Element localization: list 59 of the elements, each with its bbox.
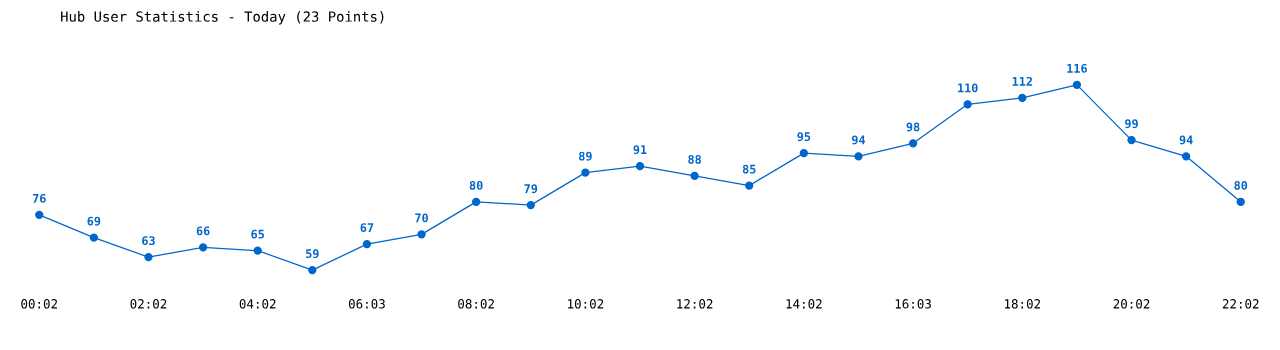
point (144, 252, 153, 262)
data-label: 94 (851, 135, 866, 145)
point (89, 233, 99, 242)
x-tick-label: 22:02 (1222, 299, 1259, 309)
point (198, 243, 208, 252)
point (854, 152, 863, 161)
data-label: 59 (306, 249, 319, 259)
point (253, 246, 262, 255)
x-tick-label: 10:02 (568, 299, 604, 309)
point (635, 161, 645, 171)
data-label: 116 (1067, 63, 1087, 73)
x-tick-label: 12:02 (677, 299, 713, 309)
data-label: 80 (469, 180, 483, 190)
x-tick-label: 06:03 (348, 299, 385, 309)
data-label: 66 (196, 226, 210, 236)
data-label: 79 (524, 184, 538, 194)
data-label: 95 (797, 132, 811, 142)
data-label: 85 (742, 164, 756, 174)
data-label: 76 (32, 193, 46, 203)
point (1018, 93, 1027, 102)
data-label: 91 (633, 145, 647, 155)
data-label: 65 (251, 229, 265, 239)
x-tick-label: 02:02 (130, 299, 167, 309)
data-label: 80 (1234, 180, 1248, 190)
x-tick-label: 04:02 (239, 299, 276, 309)
data-label: 99 (1125, 119, 1138, 129)
data-label: 98 (906, 122, 920, 132)
data-label: 67 (360, 223, 374, 233)
x-tick-label: 00:02 (21, 299, 58, 309)
point (471, 197, 481, 207)
point (1236, 197, 1245, 207)
x-tick-label: 14:02 (786, 299, 822, 309)
point (1127, 135, 1136, 145)
point (690, 171, 699, 181)
point (1072, 80, 1082, 89)
point (308, 265, 317, 275)
point (799, 148, 809, 158)
data-label: 63 (142, 236, 155, 246)
chart-title: Hub User Statistics - Today (23 Points) (61, 11, 384, 25)
data-label: 110 (958, 83, 978, 93)
x-tick-label: 18:02 (1004, 299, 1041, 309)
data-label: 89 (579, 151, 592, 161)
x-tick-label: 16:03 (895, 299, 931, 309)
point (526, 200, 535, 210)
point (362, 239, 372, 249)
point (963, 100, 972, 109)
point (908, 139, 918, 148)
data-label: 112 (1012, 76, 1032, 86)
point (1181, 152, 1191, 161)
data-label: 69 (87, 216, 101, 226)
x-tick-label: 08:02 (458, 299, 494, 309)
point (581, 168, 590, 177)
data-label: 88 (688, 154, 701, 164)
point (417, 230, 426, 239)
data-label: 94 (1179, 135, 1193, 145)
x-tick-label: 20:02 (1113, 299, 1150, 309)
point (745, 181, 754, 190)
data-label: 70 (415, 213, 428, 223)
point (35, 210, 44, 220)
